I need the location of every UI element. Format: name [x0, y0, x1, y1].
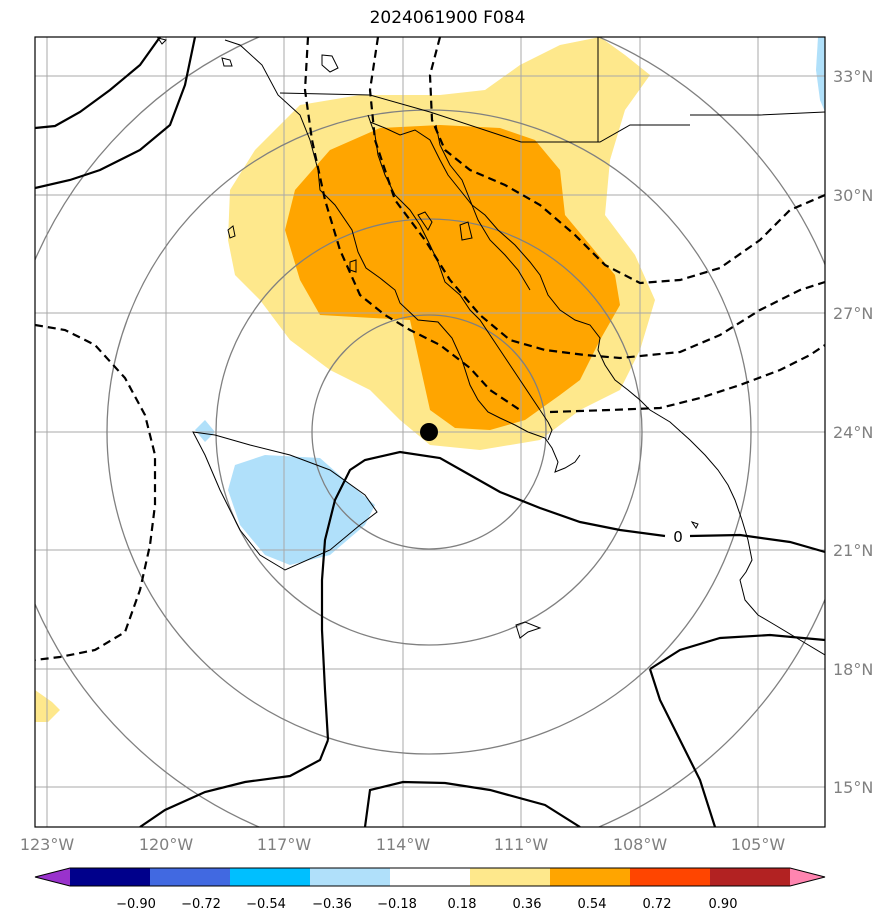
- lat-label: 30°N: [833, 186, 873, 205]
- colorbar-tick-label: −0.72: [181, 897, 221, 912]
- range-rings: [35, 37, 825, 827]
- lat-labels: 33°N 30°N 27°N 24°N 21°N 18°N 15°N: [833, 67, 873, 797]
- shade-orange: [285, 125, 620, 430]
- shade-light-blue: [228, 455, 375, 565]
- colorbar-tick-label: −0.18: [377, 897, 417, 912]
- colorbar-tick-label: 0.54: [578, 897, 607, 912]
- lon-label: 111°W: [494, 835, 549, 854]
- contour-label: 0: [673, 528, 683, 546]
- colorbar-tick-label: −0.36: [312, 897, 352, 912]
- solid-contours: [35, 37, 825, 827]
- lon-label: 114°W: [376, 835, 431, 854]
- lon-label: 123°W: [20, 835, 75, 854]
- lon-label: 120°W: [139, 835, 194, 854]
- colorbar-segment: [230, 868, 311, 886]
- colorbar-tick-label: 0.72: [643, 897, 672, 912]
- storm-center-marker: [420, 423, 438, 441]
- lon-label: 105°W: [731, 835, 786, 854]
- colorbar-tick-label: 0.18: [448, 897, 477, 912]
- gridlines: [35, 37, 825, 827]
- colorbar-tick-label: 0.36: [513, 897, 542, 912]
- lon-label: 108°W: [613, 835, 668, 854]
- contour-label-bg: [668, 528, 688, 544]
- colorbar: −0.90 −0.72 −0.54 −0.36 −0.18 0.18 0.36 …: [34, 867, 826, 912]
- shade-light-blue-3: [816, 37, 825, 112]
- colorbar-segment: [150, 868, 231, 886]
- colorbar-extend-max: [790, 868, 825, 886]
- colorbar-segment: [310, 868, 391, 886]
- colorbar-segment: [630, 868, 711, 886]
- shade-light-blue-2: [195, 420, 215, 442]
- lat-label: 21°N: [833, 541, 873, 560]
- map-frame: [34, 36, 826, 828]
- lon-label: 117°W: [257, 835, 312, 854]
- colorbar-tick-label: −0.90: [116, 897, 156, 912]
- coast-detail: [547, 421, 553, 441]
- colorbar-tick-label: 0.90: [709, 897, 738, 912]
- colorbar-tick-label: −0.54: [246, 897, 286, 912]
- lat-label: 15°N: [833, 778, 873, 797]
- lat-label: 27°N: [833, 304, 873, 323]
- lon-labels: 123°W 120°W 117°W 114°W 111°W 108°W 105°…: [20, 835, 786, 854]
- map-title: 2024061900 F084: [369, 8, 526, 28]
- lat-label: 18°N: [833, 660, 873, 679]
- lat-label: 33°N: [833, 67, 873, 86]
- lat-label: 24°N: [833, 423, 873, 442]
- colorbar-segment: [70, 868, 151, 886]
- colorbar-segment: [550, 868, 631, 886]
- colorbar-segment: [710, 868, 791, 886]
- colorbar-segment: [390, 868, 471, 886]
- colorbar-segment: [470, 868, 551, 886]
- dashed-contours: [35, 37, 825, 662]
- colorbar-extend-min: [35, 868, 70, 886]
